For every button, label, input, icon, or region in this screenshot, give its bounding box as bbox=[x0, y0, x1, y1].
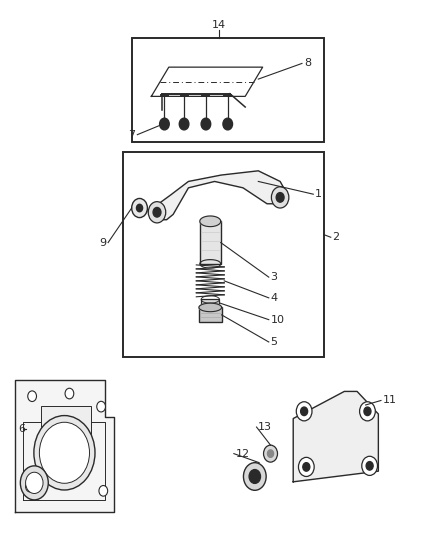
Text: 10: 10 bbox=[271, 314, 285, 325]
Circle shape bbox=[159, 118, 169, 130]
Text: 5: 5 bbox=[271, 337, 278, 347]
Bar bbox=[41, 406, 91, 470]
Text: 7: 7 bbox=[128, 130, 135, 140]
Text: 3: 3 bbox=[271, 272, 278, 282]
Circle shape bbox=[364, 407, 371, 416]
Circle shape bbox=[303, 463, 310, 471]
Polygon shape bbox=[200, 216, 221, 227]
Text: 9: 9 bbox=[99, 238, 106, 247]
Circle shape bbox=[201, 118, 211, 130]
Circle shape bbox=[179, 118, 189, 130]
Circle shape bbox=[276, 192, 284, 202]
Text: 4: 4 bbox=[271, 293, 278, 303]
Circle shape bbox=[97, 401, 106, 412]
Polygon shape bbox=[152, 171, 287, 220]
Circle shape bbox=[132, 198, 148, 217]
Text: 6: 6 bbox=[18, 424, 25, 434]
Text: 2: 2 bbox=[332, 232, 339, 243]
Circle shape bbox=[264, 445, 278, 462]
Polygon shape bbox=[199, 303, 222, 312]
Bar bbox=[132, 38, 324, 142]
Bar bbox=[199, 308, 222, 322]
Circle shape bbox=[296, 402, 312, 421]
Polygon shape bbox=[14, 380, 114, 512]
Text: 14: 14 bbox=[212, 20, 226, 30]
Circle shape bbox=[300, 407, 307, 416]
Text: 12: 12 bbox=[236, 449, 250, 458]
Circle shape bbox=[360, 402, 375, 421]
Circle shape bbox=[28, 391, 36, 401]
Circle shape bbox=[137, 204, 143, 212]
Text: 8: 8 bbox=[304, 59, 311, 68]
Text: 1: 1 bbox=[315, 189, 322, 199]
Circle shape bbox=[148, 201, 166, 223]
Bar bbox=[201, 300, 219, 306]
Circle shape bbox=[362, 456, 378, 475]
Circle shape bbox=[25, 481, 34, 492]
Circle shape bbox=[99, 486, 108, 496]
Circle shape bbox=[65, 388, 74, 399]
Circle shape bbox=[272, 187, 289, 208]
Circle shape bbox=[268, 450, 274, 457]
Bar bbox=[123, 152, 324, 357]
Circle shape bbox=[25, 472, 43, 494]
Circle shape bbox=[34, 416, 95, 490]
Bar bbox=[200, 221, 221, 264]
Circle shape bbox=[153, 207, 161, 217]
Text: 13: 13 bbox=[258, 422, 272, 432]
Circle shape bbox=[298, 457, 314, 477]
Polygon shape bbox=[293, 391, 378, 482]
Circle shape bbox=[366, 462, 373, 470]
Circle shape bbox=[223, 118, 233, 130]
Circle shape bbox=[249, 470, 261, 483]
Text: 11: 11 bbox=[383, 395, 397, 406]
Circle shape bbox=[244, 463, 266, 490]
Circle shape bbox=[20, 466, 48, 500]
Circle shape bbox=[39, 422, 89, 483]
